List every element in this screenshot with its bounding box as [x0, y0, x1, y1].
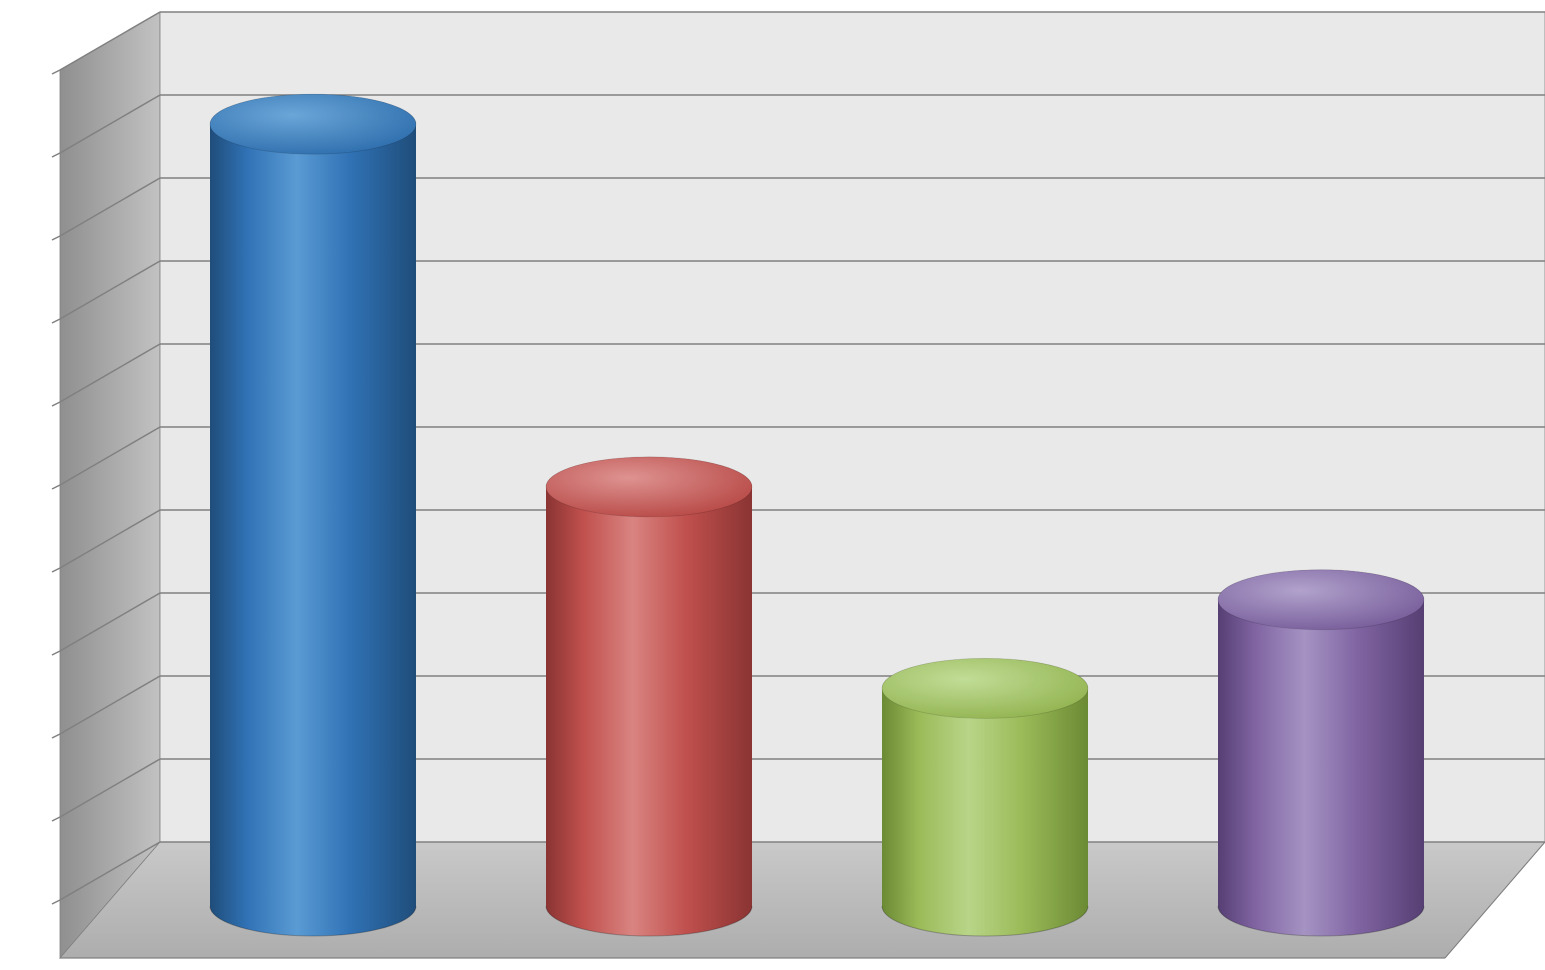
- cylinder-body: [546, 457, 752, 936]
- chart-side-wall: [60, 12, 160, 958]
- cylinder-top: [546, 457, 752, 517]
- cylinder-body: [210, 94, 416, 936]
- cylinder-bar-chart: [0, 0, 1545, 970]
- cylinder-series2: [546, 457, 752, 936]
- cylinder-series1: [210, 94, 416, 936]
- cylinder-series4: [1218, 570, 1424, 936]
- cylinder-top: [1218, 570, 1424, 630]
- cylinder-top: [210, 94, 416, 154]
- cylinder-series3: [882, 658, 1088, 936]
- cylinder-top: [882, 658, 1088, 718]
